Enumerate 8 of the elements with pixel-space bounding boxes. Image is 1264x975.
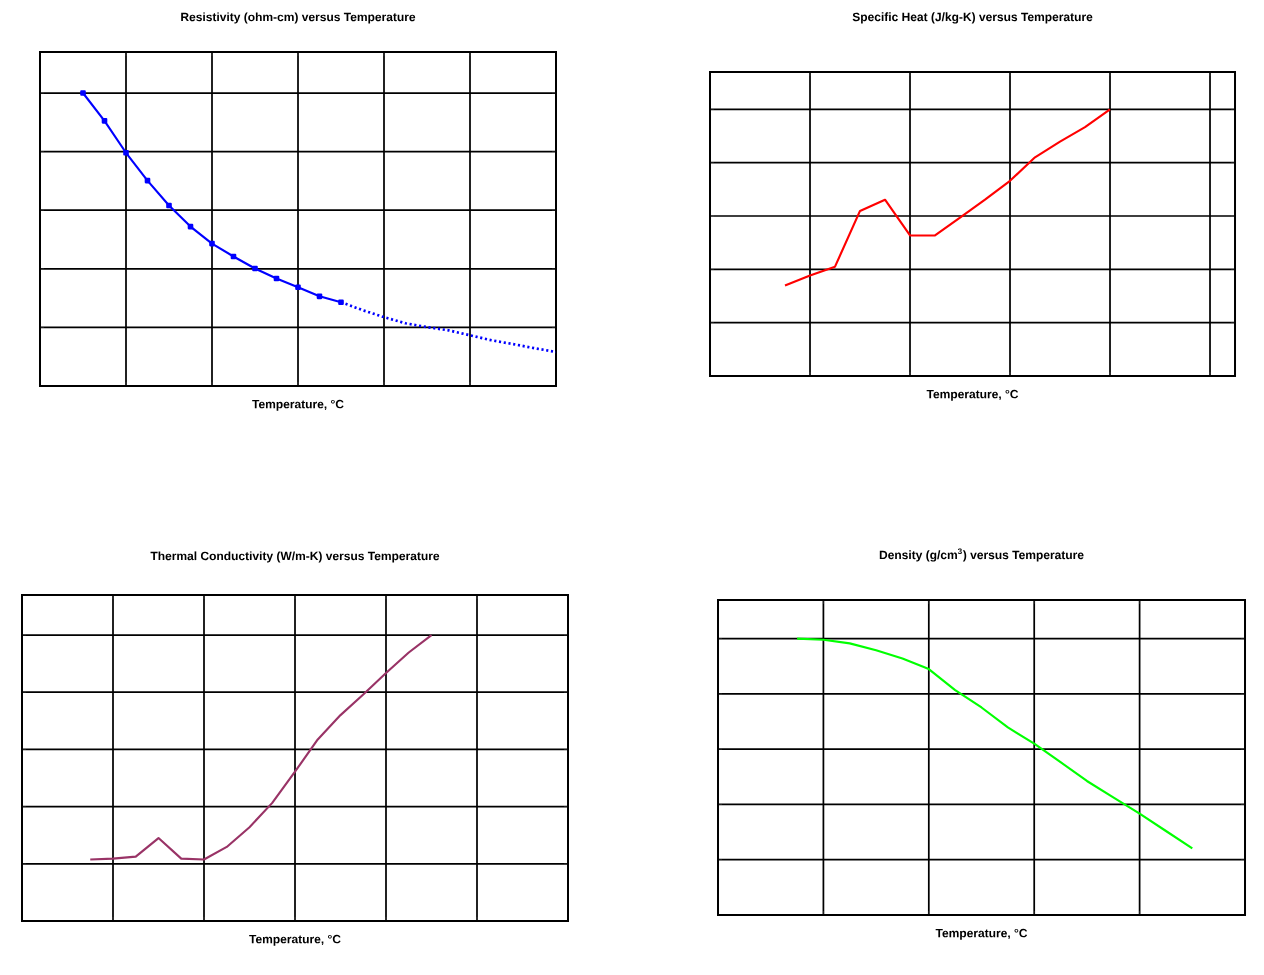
x-axis-title: Temperature, °C	[249, 934, 341, 946]
chart-title: Resistivity (ohm-cm) versus Temperature	[181, 12, 416, 24]
x-axis-title: Temperature, °C	[935, 928, 1028, 940]
chart-title: Thermal Conductivity (W/m-K) versus Temperature	[150, 551, 440, 563]
x-axis-title: Temperature, °C	[252, 399, 344, 411]
x-axis-title: Temperature, °C	[926, 389, 1019, 401]
chart-title: Density (g/cm$^{3}$) versus Temperature	[879, 548, 1084, 562]
chart-title: Specific Heat (J/kg-K) versus Temperature	[852, 12, 1093, 24]
